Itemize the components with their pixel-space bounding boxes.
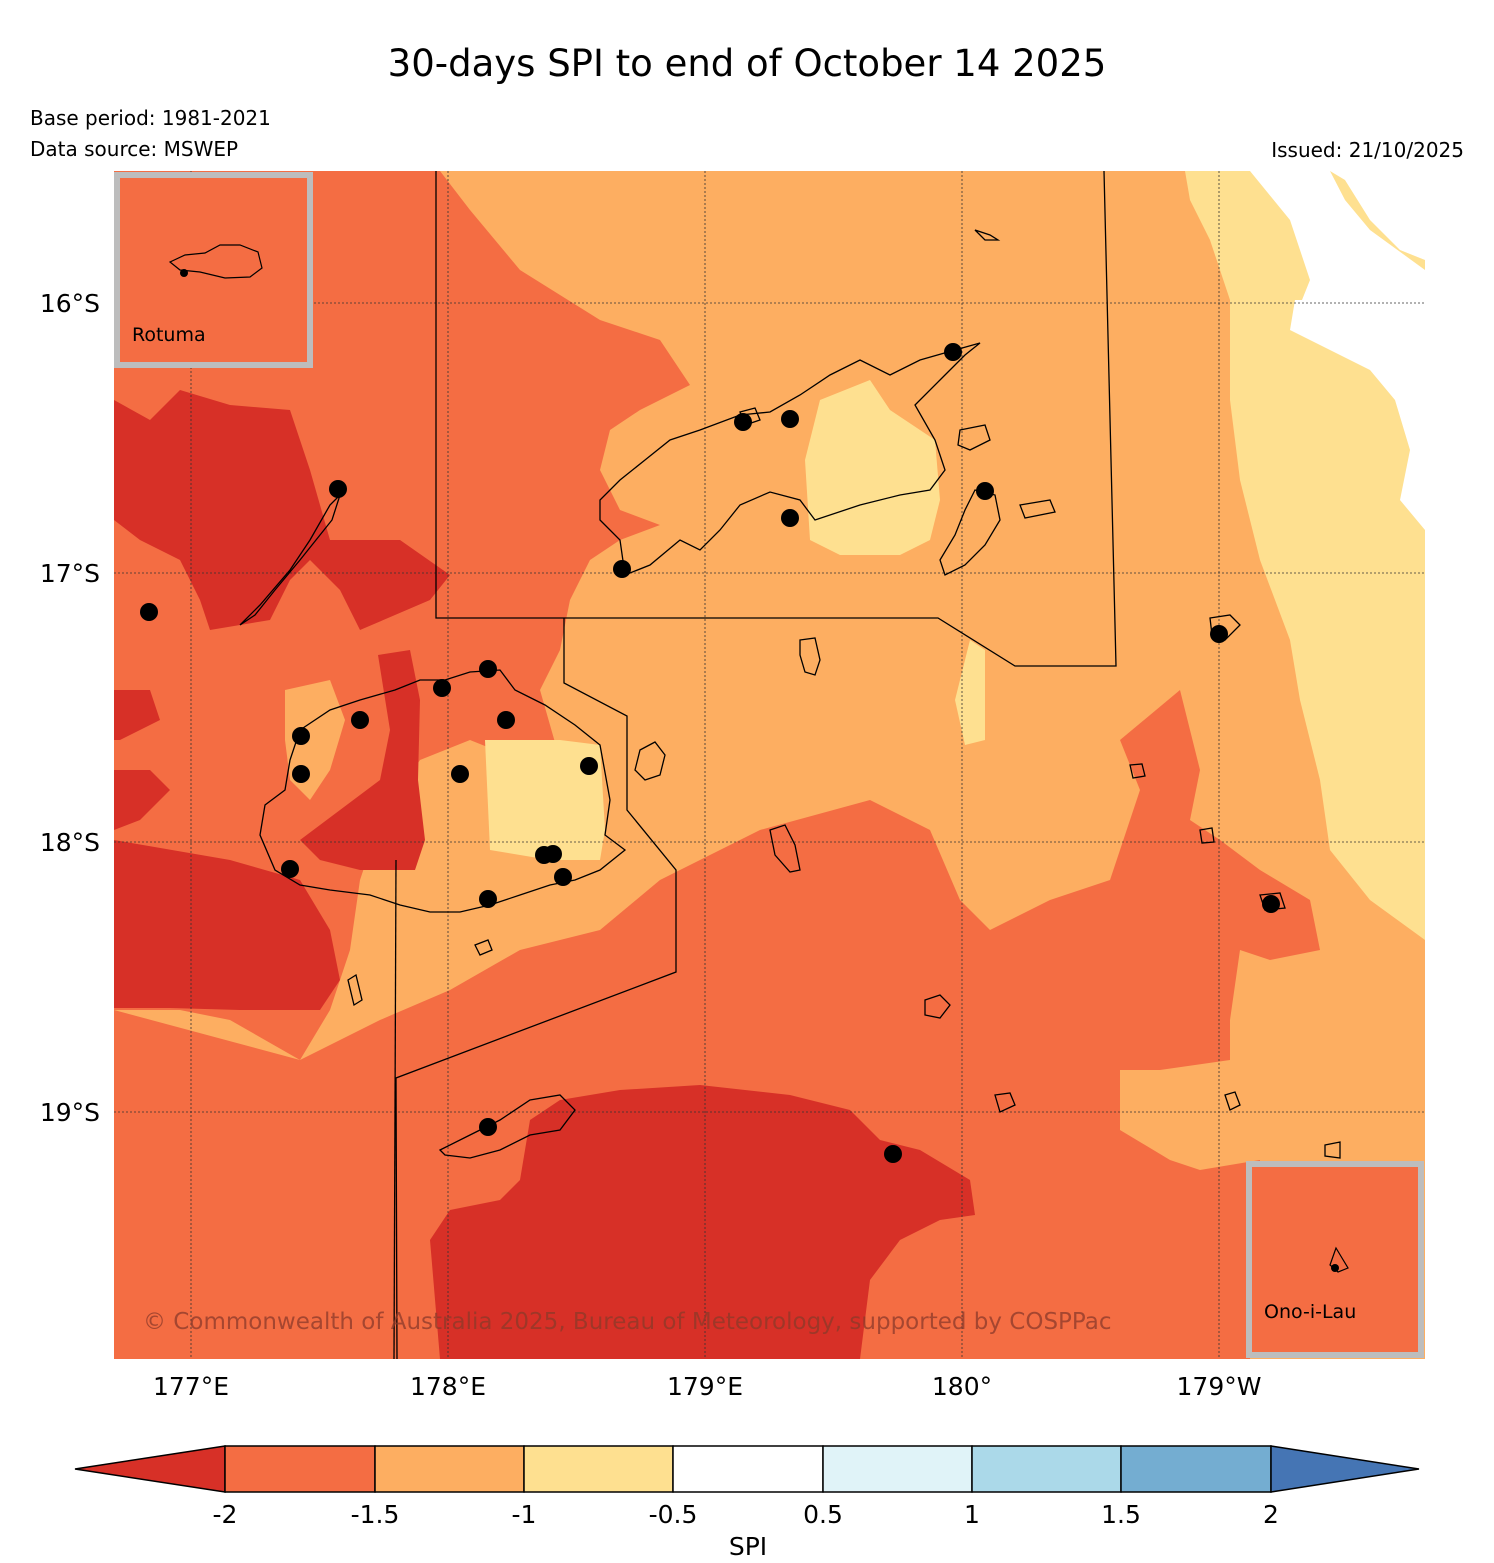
issued-date: Issued: 21/10/2025 xyxy=(1271,138,1464,162)
spi-band-below-neg2-central xyxy=(300,650,425,870)
colorbar-tick: -2 xyxy=(213,1500,238,1529)
spi-band-05-above-east3 xyxy=(1290,300,1425,530)
rotuma-coast xyxy=(168,244,263,279)
colorbar-tick: -0.5 xyxy=(649,1500,698,1529)
base-period: Base period: 1981-2021 xyxy=(30,106,271,130)
island-lakeba xyxy=(769,824,801,873)
island-ogea xyxy=(1324,1141,1341,1159)
lon-label: 177°E xyxy=(153,1372,229,1401)
spi-band-05-above-east xyxy=(1250,171,1425,305)
island-vanuavatu xyxy=(1199,827,1215,844)
lat-label: 18°S xyxy=(40,828,100,857)
longitude-labels: 177°E 178°E 179°E 180° 179°W xyxy=(153,1372,1261,1401)
colorbar: -2 -1.5 -1 -0.5 0.5 1 1.5 2 SPI xyxy=(74,1445,1420,1561)
spi-band-below-neg2-south xyxy=(430,1085,975,1359)
colorbar-label: SPI xyxy=(729,1532,767,1561)
map-title: 30-days SPI to end of October 14 2025 xyxy=(387,42,1107,85)
lon-label: 179°W xyxy=(1177,1372,1262,1401)
spi-band-neg15-neg1-west xyxy=(114,171,690,1060)
spi-band-neg05-05-vitilevu xyxy=(485,740,605,860)
latitude-labels: 16°S 17°S 18°S 19°S xyxy=(40,289,100,1127)
spi-band-neg15-neg1-south xyxy=(114,690,1320,1359)
rotuma-label: Rotuma xyxy=(132,324,206,346)
rotuma-station xyxy=(180,269,188,277)
lon-label: 180° xyxy=(932,1372,992,1401)
island-matuku xyxy=(994,1092,1016,1113)
colorbar-tick: -1.5 xyxy=(351,1500,400,1529)
colorbar-tick: -1 xyxy=(512,1500,537,1529)
taveuni-coast xyxy=(939,489,1001,576)
lon-label: 178°E xyxy=(410,1372,486,1401)
colorbar-swatch xyxy=(822,1445,973,1493)
colorbar-tick: 1.5 xyxy=(1101,1500,1141,1529)
spi-band-neg05-05-viti xyxy=(805,380,940,555)
colorbar-swatch xyxy=(672,1445,824,1493)
island-mago xyxy=(799,637,821,676)
spi-contours xyxy=(114,171,1425,1359)
ono-i-lau-label: Ono-i-Lau xyxy=(1264,1301,1356,1323)
data-source: Data source: MSWEP xyxy=(30,137,239,161)
island-north xyxy=(974,229,1001,241)
ono-i-lau-inset: Ono-i-Lau xyxy=(1246,1161,1424,1358)
lat-label: 17°S xyxy=(40,559,100,588)
station-markers xyxy=(140,343,1280,1163)
island-qamea xyxy=(1019,499,1056,519)
vanua-levu-coast xyxy=(599,342,981,576)
colorbar-tick: 0.5 xyxy=(803,1500,843,1529)
colorbar-swatch xyxy=(374,1445,525,1493)
spi-band-below-neg2-west xyxy=(114,390,450,630)
island-moala xyxy=(634,741,666,781)
viti-levu-coast xyxy=(259,669,627,913)
island-beqa xyxy=(347,973,363,1007)
lon-label: 179°E xyxy=(667,1372,743,1401)
colorbar-extend-high xyxy=(1270,1445,1420,1493)
spi-band-below-neg2-sw-edge xyxy=(114,690,170,830)
colorbar-swatch xyxy=(1120,1445,1272,1493)
colorbar-tick: 2 xyxy=(1263,1500,1279,1529)
colorbar-swatch xyxy=(523,1445,674,1493)
copyright-notice: © Commonwealth of Australia 2025, Bureau… xyxy=(143,1309,1112,1335)
island-gau xyxy=(474,939,493,956)
colorbar-swatch xyxy=(224,1445,376,1493)
lat-label: 16°S xyxy=(40,289,100,318)
colorbar-swatch xyxy=(971,1445,1122,1493)
colorbar-extend-low xyxy=(74,1445,226,1493)
island-totoya xyxy=(924,994,951,1019)
lat-label: 19°S xyxy=(40,1098,100,1127)
spi-band-below-neg2-southwest xyxy=(114,840,340,1010)
island-rabi xyxy=(957,424,991,451)
spi-band-neg05-05-strip xyxy=(955,640,985,745)
colorbar-tick: 1 xyxy=(964,1500,980,1529)
island-kabara xyxy=(1129,763,1146,779)
spi-band-05-above-east2 xyxy=(1330,171,1425,260)
ono-i-lau-station xyxy=(1331,1264,1339,1272)
division-boundaries xyxy=(393,170,1117,1360)
island-vatoa xyxy=(1224,1091,1241,1111)
rotuma-inset: Rotuma xyxy=(114,172,313,368)
